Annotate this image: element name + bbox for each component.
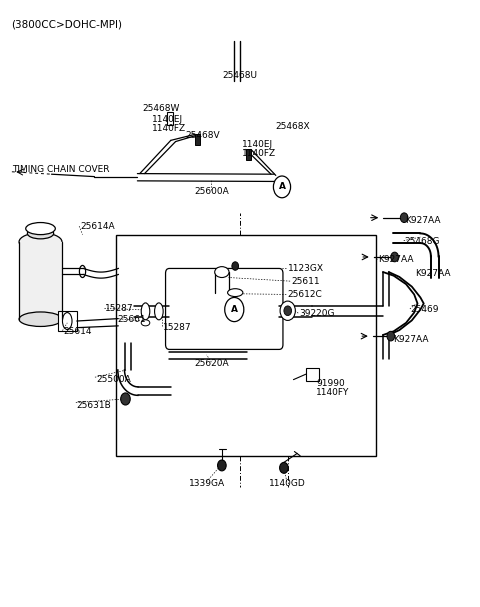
Text: K927AA: K927AA	[416, 269, 451, 278]
Text: 1123GX: 1123GX	[288, 264, 324, 273]
Circle shape	[387, 331, 395, 341]
Text: 1140EJ: 1140EJ	[152, 115, 183, 124]
Text: 25468G: 25468G	[405, 237, 440, 246]
Text: 25620A: 25620A	[194, 359, 228, 368]
Text: A: A	[231, 305, 238, 314]
Circle shape	[225, 297, 244, 322]
Text: 25612C: 25612C	[288, 290, 323, 299]
Circle shape	[274, 176, 290, 198]
Text: 25468X: 25468X	[276, 122, 311, 131]
Text: TIMING CHAIN COVER: TIMING CHAIN COVER	[12, 165, 109, 174]
Ellipse shape	[19, 233, 62, 251]
Ellipse shape	[215, 266, 229, 277]
Ellipse shape	[141, 320, 150, 326]
Text: 25469: 25469	[411, 305, 439, 314]
Bar	[306, 368, 319, 381]
Text: 1140GD: 1140GD	[269, 479, 306, 488]
Bar	[195, 134, 200, 144]
Text: 25661: 25661	[117, 314, 146, 324]
Ellipse shape	[228, 289, 243, 297]
Text: 15287: 15287	[163, 323, 192, 332]
Ellipse shape	[141, 303, 150, 320]
Circle shape	[280, 463, 288, 473]
Circle shape	[232, 262, 239, 270]
Text: 1140FZ: 1140FZ	[242, 149, 276, 158]
Ellipse shape	[26, 223, 55, 235]
Text: (3800CC>DOHC-MPI): (3800CC>DOHC-MPI)	[11, 19, 122, 30]
Text: 25631B: 25631B	[77, 401, 111, 410]
Circle shape	[217, 460, 226, 471]
Bar	[116, 236, 376, 456]
Text: K927AA: K927AA	[393, 335, 428, 344]
Text: A: A	[278, 182, 286, 191]
Text: 25600A: 25600A	[194, 187, 229, 196]
Ellipse shape	[27, 228, 54, 239]
Text: 25614: 25614	[63, 327, 92, 336]
Text: K927AA: K927AA	[405, 215, 440, 225]
Text: 25468V: 25468V	[185, 131, 220, 140]
Ellipse shape	[19, 312, 62, 327]
Text: 25614A: 25614A	[80, 222, 115, 231]
Bar	[246, 149, 251, 160]
Text: 1339GA: 1339GA	[189, 479, 225, 488]
FancyBboxPatch shape	[166, 268, 283, 350]
Circle shape	[120, 393, 130, 405]
Text: 25500A: 25500A	[96, 375, 131, 384]
Text: K927AA: K927AA	[378, 256, 414, 265]
Bar	[58, 311, 77, 331]
Ellipse shape	[155, 303, 163, 320]
Circle shape	[400, 213, 408, 223]
Text: 1140FY: 1140FY	[316, 388, 350, 397]
Text: 25611: 25611	[291, 277, 320, 286]
Text: 25468U: 25468U	[223, 70, 257, 80]
Bar	[167, 112, 173, 125]
Text: 91990: 91990	[316, 379, 345, 388]
Circle shape	[391, 252, 398, 262]
Bar	[19, 242, 62, 319]
Text: 1140EJ: 1140EJ	[242, 140, 274, 149]
Text: 25468W: 25468W	[142, 104, 180, 114]
Text: 15287: 15287	[106, 304, 134, 313]
Circle shape	[284, 306, 291, 316]
Circle shape	[280, 301, 295, 320]
Text: 39220G: 39220G	[300, 310, 335, 318]
Text: 1140FZ: 1140FZ	[152, 124, 186, 133]
